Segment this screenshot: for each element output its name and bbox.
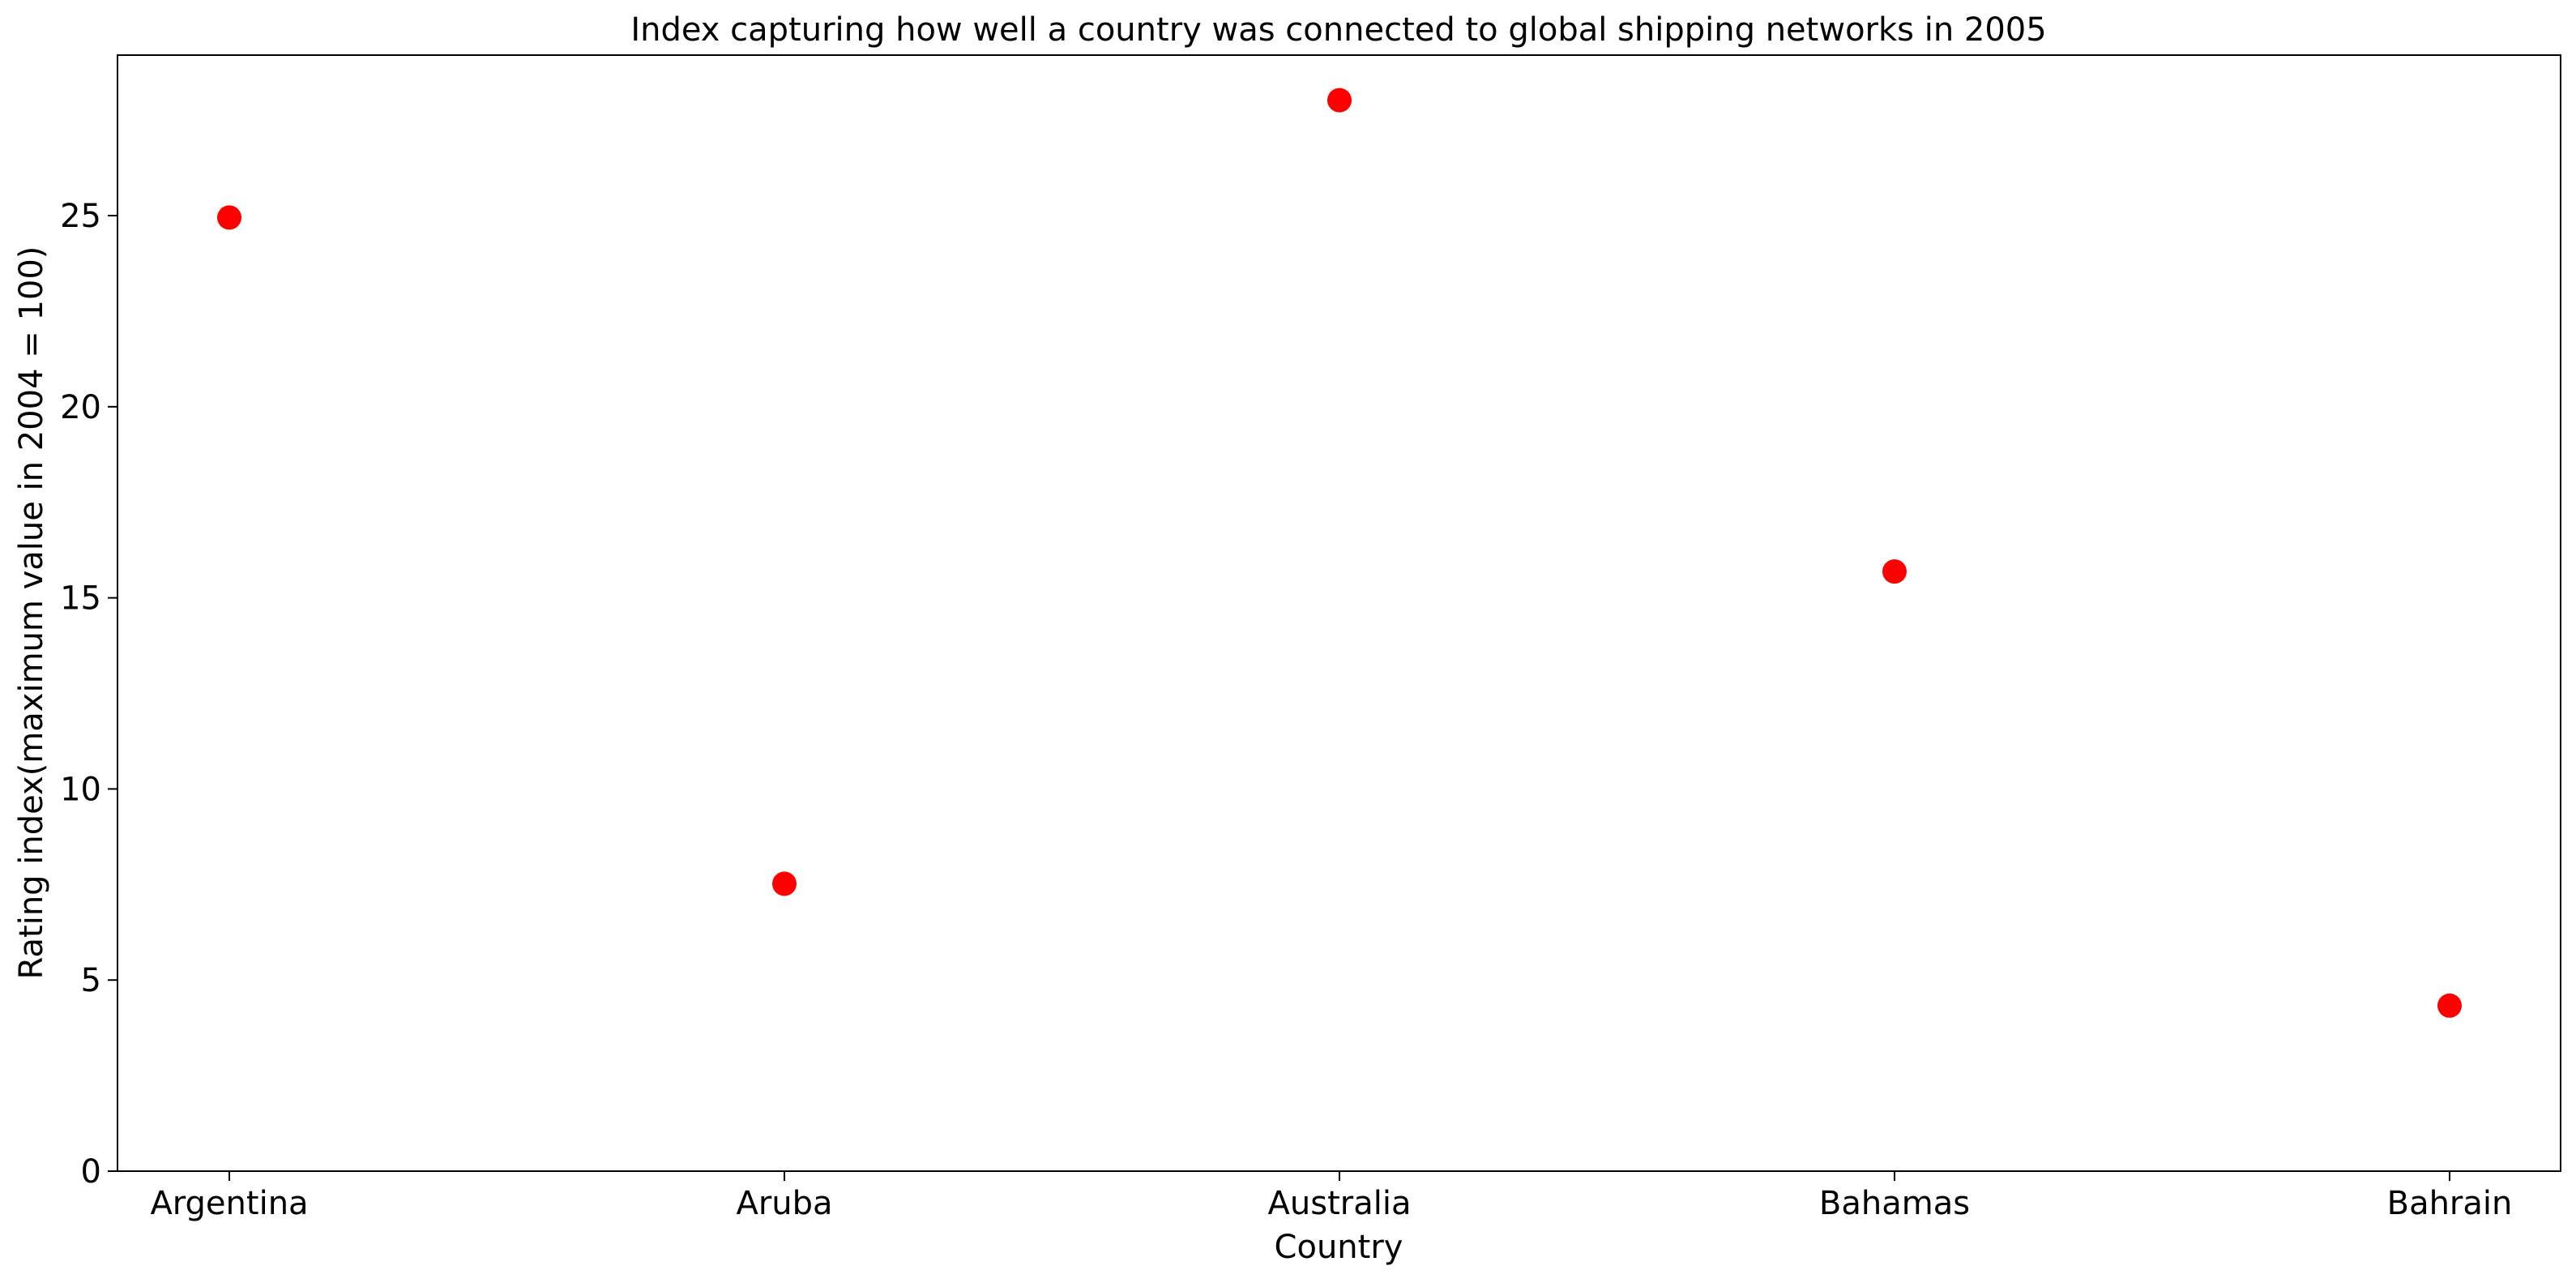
y-axis-label: Rating index(maximum value in 2004 = 100… [13, 246, 50, 980]
chart-title: Index capturing how well a country was c… [630, 11, 2046, 49]
data-point-australia [1327, 88, 1352, 113]
x-tick-label: Australia [1268, 1185, 1412, 1222]
y-tick-label: 0 [81, 1153, 101, 1191]
data-point-bahamas [1882, 559, 1907, 584]
x-tick-label: Aruba [736, 1185, 832, 1222]
y-tick-label: 5 [81, 962, 101, 999]
plot-area-frame [117, 54, 2561, 1172]
x-tick-label: Bahrain [2387, 1185, 2513, 1222]
data-point-argentina [217, 205, 241, 230]
data-point-bahrain [2437, 993, 2462, 1018]
y-tick-label: 10 [60, 771, 101, 808]
data-points [217, 88, 2462, 1018]
x-tick-label: Argentina [150, 1185, 308, 1222]
x-axis-ticks: Argentina Aruba Australia Bahamas Bahrain [150, 1171, 2512, 1222]
y-tick-label: 20 [60, 389, 101, 426]
x-tick-label: Bahamas [1819, 1185, 1970, 1222]
y-tick-label: 15 [60, 580, 101, 618]
y-axis-ticks: 0 5 10 15 20 25 [60, 198, 117, 1191]
data-point-aruba [772, 871, 797, 896]
x-axis-label: Country [1275, 1229, 1403, 1266]
y-tick-label: 25 [60, 198, 101, 235]
